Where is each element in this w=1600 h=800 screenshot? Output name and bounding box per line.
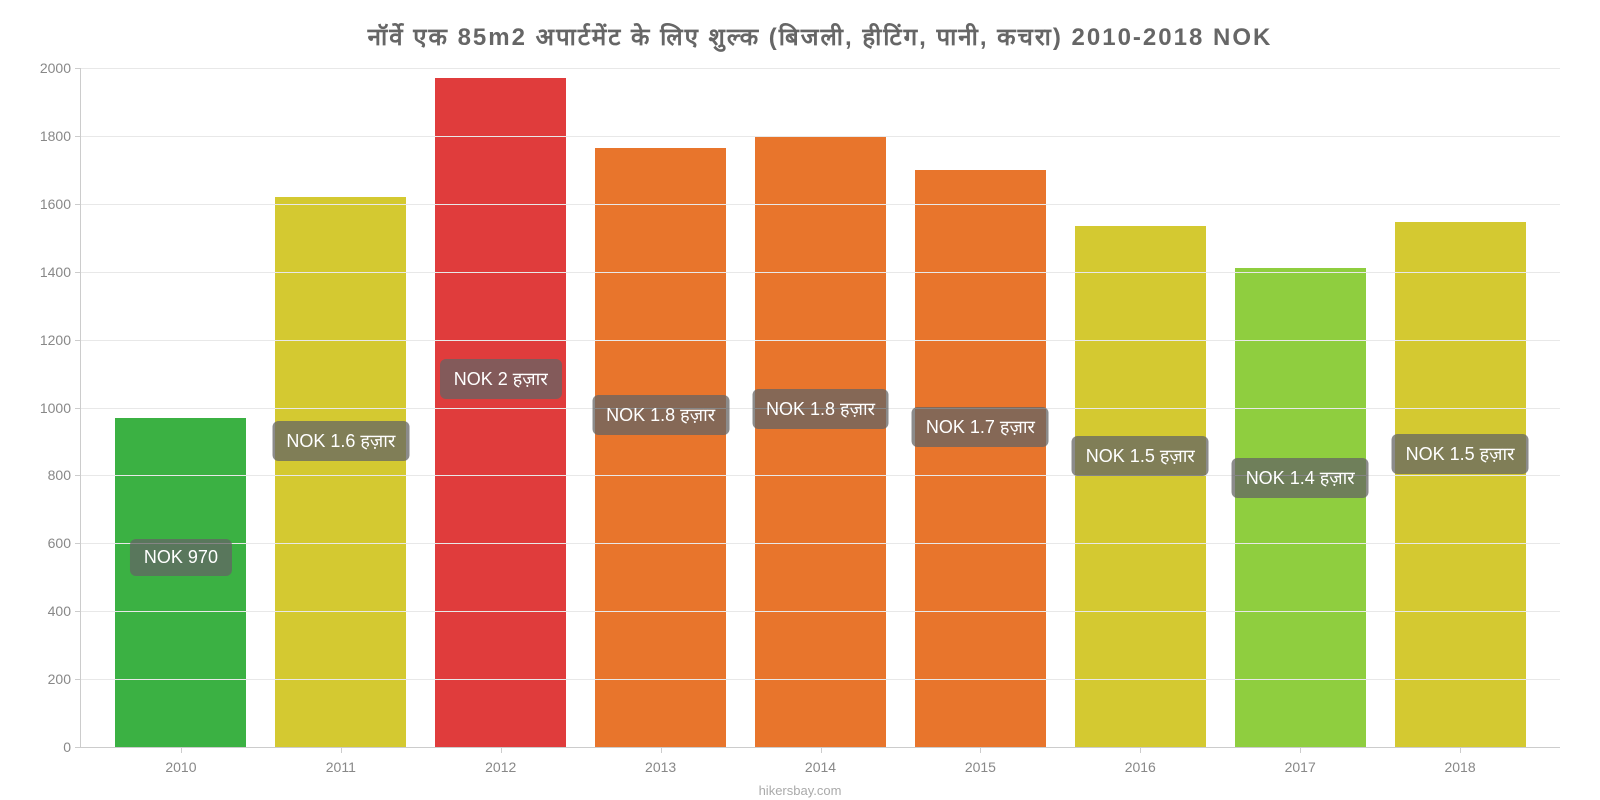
y-axis-label: 0 bbox=[63, 739, 71, 755]
x-tick bbox=[821, 747, 822, 753]
bar bbox=[1075, 226, 1206, 747]
x-axis-label: 2017 bbox=[1285, 759, 1316, 775]
y-axis-label: 1600 bbox=[40, 196, 71, 212]
x-tick bbox=[1300, 747, 1301, 753]
x-axis-label: 2015 bbox=[965, 759, 996, 775]
bar-group: 2015NOK 1.7 हज़ार bbox=[900, 68, 1060, 747]
x-tick bbox=[661, 747, 662, 753]
data-label: NOK 1.5 हज़ार bbox=[1072, 436, 1209, 476]
y-axis-label: 200 bbox=[48, 671, 71, 687]
y-tick bbox=[75, 136, 81, 137]
plot-area: 2010NOK 9702011NOK 1.6 हज़ार2012NOK 2 हज… bbox=[80, 68, 1560, 748]
gridline bbox=[81, 679, 1560, 680]
data-label: NOK 1.4 हज़ार bbox=[1232, 458, 1369, 498]
y-tick bbox=[75, 408, 81, 409]
y-tick bbox=[75, 611, 81, 612]
y-tick bbox=[75, 68, 81, 69]
bar bbox=[435, 78, 566, 747]
bar bbox=[595, 148, 726, 747]
y-axis-label: 600 bbox=[48, 535, 71, 551]
bar-group: 2013NOK 1.8 हज़ार bbox=[581, 68, 741, 747]
attribution: hikersbay.com bbox=[759, 783, 842, 798]
y-axis-label: 1000 bbox=[40, 400, 71, 416]
y-tick bbox=[75, 543, 81, 544]
y-tick bbox=[75, 679, 81, 680]
y-tick bbox=[75, 204, 81, 205]
gridline bbox=[81, 272, 1560, 273]
bar bbox=[755, 136, 886, 747]
gridline bbox=[81, 611, 1560, 612]
x-tick bbox=[181, 747, 182, 753]
x-axis-label: 2011 bbox=[326, 759, 356, 775]
x-tick bbox=[980, 747, 981, 753]
bar bbox=[1395, 222, 1526, 747]
gridline bbox=[81, 68, 1560, 69]
y-axis-label: 400 bbox=[48, 603, 71, 619]
y-tick bbox=[75, 340, 81, 341]
chart-title: नॉर्वे एक 85m2 अपार्टमेंट के लिए शुल्क (… bbox=[80, 20, 1560, 53]
data-label: NOK 970 bbox=[130, 539, 232, 576]
x-tick bbox=[501, 747, 502, 753]
x-axis-label: 2014 bbox=[805, 759, 836, 775]
data-label: NOK 1.5 हज़ार bbox=[1392, 434, 1529, 474]
data-label: NOK 1.6 हज़ार bbox=[272, 421, 409, 461]
y-axis-label: 1200 bbox=[40, 332, 71, 348]
gridline bbox=[81, 136, 1560, 137]
bar-group: 2014NOK 1.8 हज़ार bbox=[741, 68, 901, 747]
x-axis-label: 2012 bbox=[485, 759, 516, 775]
y-axis-label: 1800 bbox=[40, 128, 71, 144]
gridline bbox=[81, 543, 1560, 544]
x-axis-label: 2018 bbox=[1444, 759, 1475, 775]
bar bbox=[915, 170, 1046, 747]
bar bbox=[115, 418, 246, 747]
x-tick bbox=[1140, 747, 1141, 753]
y-tick bbox=[75, 747, 81, 748]
x-axis-label: 2010 bbox=[165, 759, 196, 775]
y-tick bbox=[75, 475, 81, 476]
x-tick bbox=[341, 747, 342, 753]
data-label: NOK 1.8 हज़ार bbox=[752, 389, 889, 429]
data-label: NOK 1.8 हज़ार bbox=[592, 395, 729, 435]
gridline bbox=[81, 340, 1560, 341]
bar bbox=[275, 197, 406, 747]
y-axis-label: 1400 bbox=[40, 264, 71, 280]
y-tick bbox=[75, 272, 81, 273]
x-axis-label: 2016 bbox=[1125, 759, 1156, 775]
x-tick bbox=[1460, 747, 1461, 753]
data-label: NOK 2 हज़ार bbox=[440, 359, 562, 399]
y-axis-label: 800 bbox=[48, 467, 71, 483]
x-axis-label: 2013 bbox=[645, 759, 676, 775]
y-axis-label: 2000 bbox=[40, 60, 71, 76]
data-label: NOK 1.7 हज़ार bbox=[912, 407, 1049, 447]
gridline bbox=[81, 204, 1560, 205]
chart-container: नॉर्वे एक 85m2 अपार्टमेंट के लिए शुल्क (… bbox=[0, 0, 1600, 800]
